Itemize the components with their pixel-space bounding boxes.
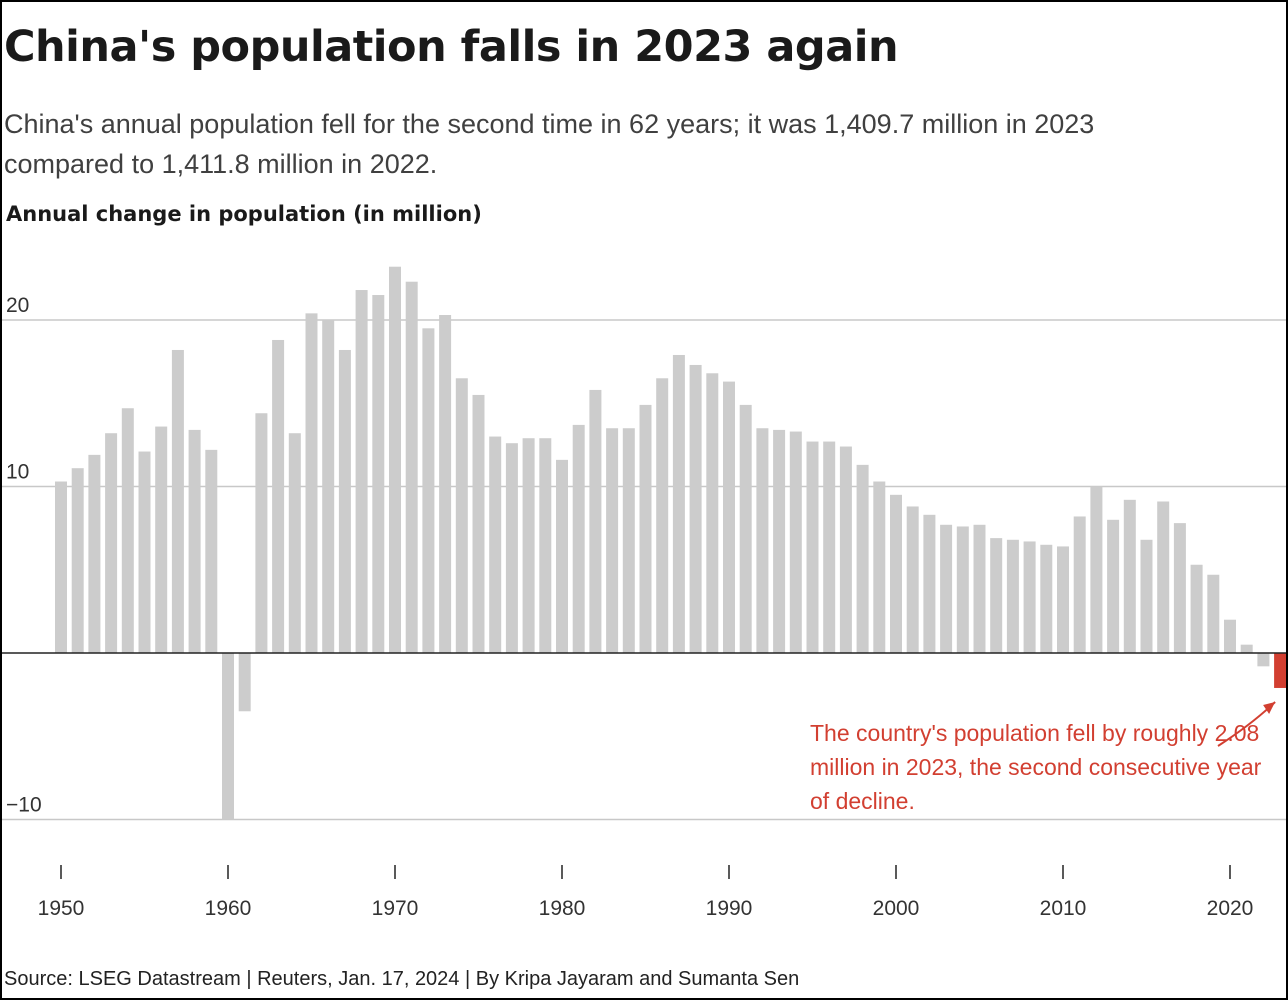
bar-2007 xyxy=(1006,539,1019,653)
bar-1964 xyxy=(288,433,301,653)
bar-1950 xyxy=(55,481,67,653)
bar-1987 xyxy=(672,354,685,653)
bar-1970 xyxy=(389,266,401,653)
bar-1996 xyxy=(823,441,836,653)
bar-2016 xyxy=(1157,501,1170,653)
bar-1973 xyxy=(439,315,452,653)
bar-1989 xyxy=(706,373,719,653)
bar-1974 xyxy=(455,378,468,653)
bar-1960 xyxy=(222,653,234,820)
bar-2011 xyxy=(1073,516,1086,653)
bar-1977 xyxy=(505,443,518,653)
x-tick-label-2020: 2020 xyxy=(1207,897,1254,920)
bar-1966 xyxy=(322,320,335,653)
bar-2014 xyxy=(1123,499,1136,653)
bar-1995 xyxy=(806,441,819,653)
x-tick-label-1960: 1960 xyxy=(205,897,252,920)
bar-1998 xyxy=(856,464,869,653)
bar-2010 xyxy=(1057,546,1069,653)
bar-1991 xyxy=(739,404,752,653)
bar-1984 xyxy=(622,428,635,653)
bar-2006 xyxy=(990,538,1003,653)
bar-1993 xyxy=(773,429,786,653)
bar-1985 xyxy=(639,404,652,653)
bar-2020 xyxy=(1224,619,1236,653)
x-tick-label-1970: 1970 xyxy=(372,897,419,920)
x-tick-label-1980: 1980 xyxy=(539,897,586,920)
bar-2008 xyxy=(1023,541,1036,653)
bar-2019 xyxy=(1207,574,1220,653)
x-tick-label-2010: 2010 xyxy=(1040,897,1087,920)
bar-1965 xyxy=(305,313,318,653)
bar-2009 xyxy=(1040,544,1053,653)
bars xyxy=(55,266,1286,820)
bar-1963 xyxy=(272,339,285,653)
bar-1982 xyxy=(589,389,602,653)
bar-1954 xyxy=(121,408,134,653)
bar-1967 xyxy=(338,349,351,653)
bar-1957 xyxy=(171,349,184,653)
bar-2000 xyxy=(890,494,902,653)
bar-1953 xyxy=(105,433,118,653)
x-axis-ticks: 1950 1960 1970 1980 1990 2000 2010 2020 xyxy=(38,865,1254,920)
bar-1952 xyxy=(88,454,101,653)
bar-2012 xyxy=(1090,486,1103,653)
bar-1956 xyxy=(155,426,168,653)
bar-1979 xyxy=(539,438,552,653)
y-tick-label--10: −10 xyxy=(6,794,42,817)
bar-1981 xyxy=(572,424,585,653)
bar-1980 xyxy=(556,459,568,653)
bar-2018 xyxy=(1190,564,1203,653)
annotation-arrow xyxy=(1217,701,1276,747)
x-tick-label-1950: 1950 xyxy=(38,897,85,920)
bar-2013 xyxy=(1107,519,1120,653)
bar-1961 xyxy=(238,653,251,712)
bar-1992 xyxy=(756,428,769,653)
bar-1997 xyxy=(839,446,852,653)
bar-1959 xyxy=(205,449,218,653)
bar-1971 xyxy=(405,281,418,653)
bar-1990 xyxy=(723,381,735,653)
bar-1975 xyxy=(472,394,485,653)
bar-1951 xyxy=(71,468,84,653)
source-credit: Source: LSEG Datastream | Reuters, Jan. … xyxy=(4,968,800,990)
bar-2002 xyxy=(923,514,936,653)
bar-1988 xyxy=(689,364,702,653)
bar-2015 xyxy=(1140,539,1153,653)
bar-2004 xyxy=(956,526,969,653)
y-tick-label-20: 20 xyxy=(6,294,29,317)
bar-1976 xyxy=(489,436,502,653)
bar-1958 xyxy=(188,429,201,653)
bar-2017 xyxy=(1173,523,1186,653)
arrow-head xyxy=(1263,701,1276,714)
chart-title: China's population falls in 2023 again xyxy=(4,22,899,72)
bar-1962 xyxy=(255,413,268,653)
bar-1968 xyxy=(355,290,368,653)
x-tick-label-1990: 1990 xyxy=(706,897,753,920)
bar-2022 xyxy=(1257,653,1270,667)
bar-2021 xyxy=(1240,644,1253,653)
bar-1999 xyxy=(873,481,886,653)
y-axis-labels: −10 10 20 xyxy=(6,294,42,817)
chart-subtitle: China's annual population fell for the s… xyxy=(4,109,1095,179)
bar-2001 xyxy=(906,506,919,653)
annotation-text: The country's population fell by roughly… xyxy=(810,720,1262,814)
bar-2003 xyxy=(940,524,953,653)
bar-1983 xyxy=(606,428,619,653)
y-tick-label-10: 10 xyxy=(6,461,29,484)
bar-1978 xyxy=(522,438,535,653)
bar-1969 xyxy=(372,295,385,653)
bar-1955 xyxy=(138,451,151,653)
x-tick-label-2000: 2000 xyxy=(873,897,920,920)
bar-1972 xyxy=(422,328,435,653)
bar-1986 xyxy=(656,378,669,653)
bar-1994 xyxy=(789,431,802,653)
chart-value-label: Annual change in population (in million) xyxy=(6,202,482,226)
bar-2023 xyxy=(1274,653,1286,688)
bar-2005 xyxy=(973,524,986,653)
